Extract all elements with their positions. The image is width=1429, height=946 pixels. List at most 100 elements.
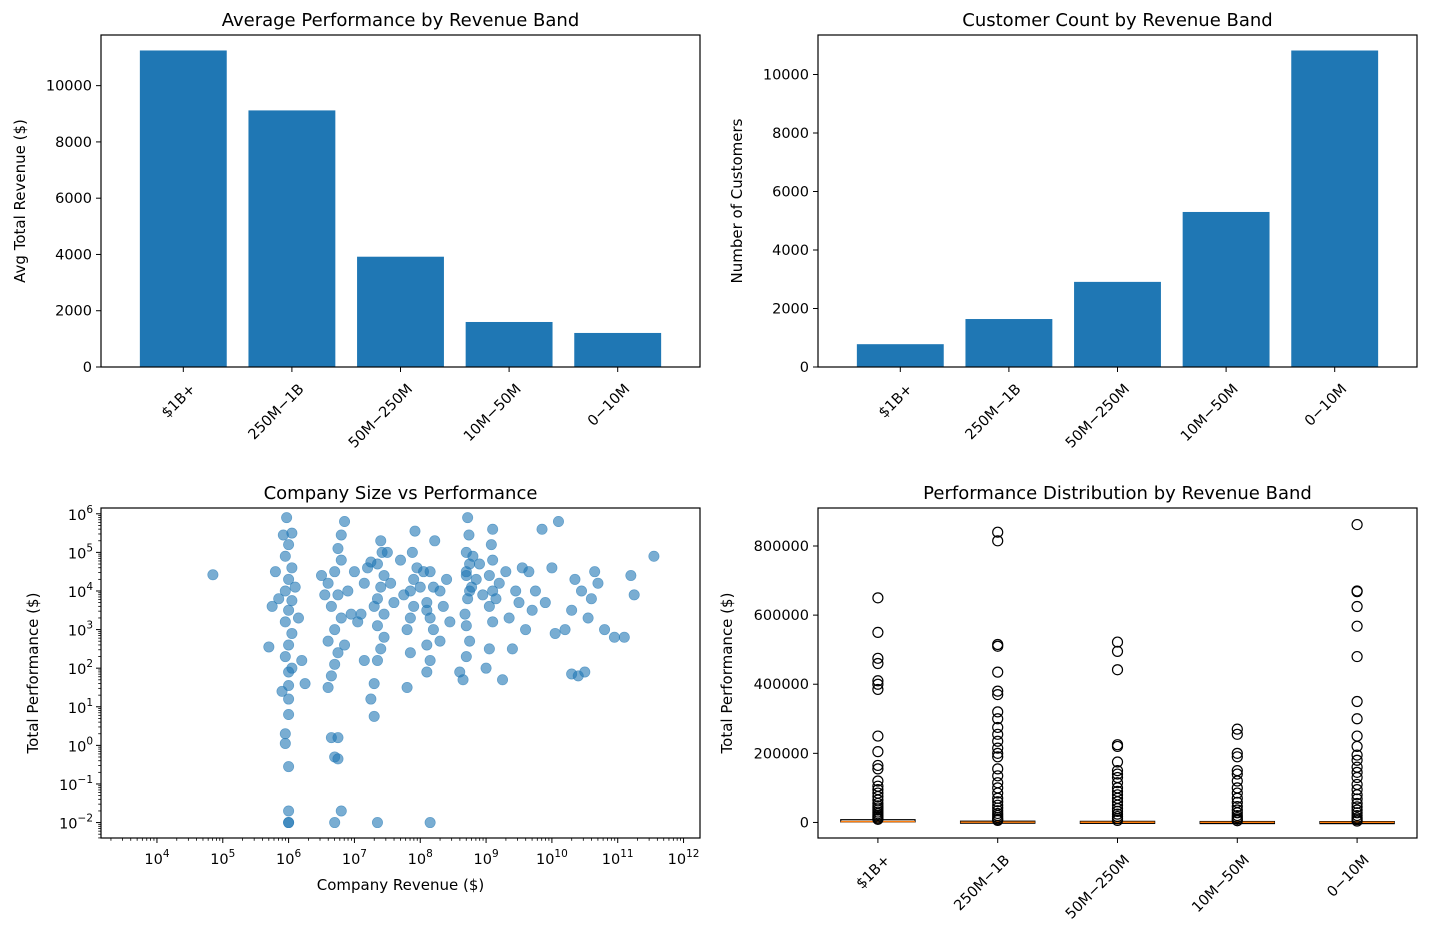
scatter-point — [342, 585, 354, 597]
outlier-point — [1351, 754, 1363, 766]
y-tick-label: 10000 — [763, 67, 809, 83]
scatter-point — [319, 589, 331, 601]
outlier-point — [1111, 636, 1124, 648]
scatter-point — [414, 581, 426, 593]
outlier-point — [992, 735, 1004, 747]
outlier-point — [1351, 600, 1363, 613]
scatter-point — [409, 525, 421, 537]
outlier-point — [992, 742, 1004, 754]
y-tick-label: 6000 — [772, 184, 809, 200]
scatter-point — [463, 529, 475, 541]
scatter-point — [408, 600, 420, 612]
x-tick-label: 0−10M — [585, 381, 633, 429]
scatter-point — [273, 593, 285, 605]
scatter-point — [283, 693, 295, 705]
outlier-point — [1111, 799, 1124, 811]
y-tick-label: 0 — [800, 815, 809, 831]
outlier-point — [1231, 800, 1243, 813]
scatter-point — [406, 546, 418, 558]
scatter-point — [385, 577, 397, 589]
scatter-point — [325, 670, 337, 682]
scatter-point — [286, 662, 298, 674]
y-tick-exponent: 0 — [86, 735, 93, 747]
scatter-point — [424, 566, 436, 578]
y-tick-label: 200000 — [754, 746, 809, 762]
outlier-point — [1231, 807, 1243, 819]
x-tick-label: 106 — [276, 848, 301, 868]
chart-title: Company Size vs Performance — [264, 483, 538, 504]
scatter-point — [339, 639, 351, 651]
scatter-point — [441, 573, 453, 585]
scatter-point — [335, 805, 347, 817]
bar — [1291, 50, 1379, 367]
x-tick-exponent: 4 — [163, 848, 170, 860]
scatter-point — [329, 817, 341, 829]
x-axis-label: Company Revenue ($) — [317, 876, 484, 894]
scatter-point — [625, 570, 637, 582]
scatter-point — [368, 678, 380, 690]
scatter-point — [322, 577, 334, 589]
bar — [139, 50, 227, 367]
scatter-point — [421, 666, 433, 678]
scatter-point — [371, 654, 383, 666]
outlier-point — [992, 770, 1004, 782]
x-tick-label: 108 — [408, 848, 433, 868]
scatter-point — [404, 585, 416, 597]
outlier-point — [1351, 797, 1363, 810]
scatter-point — [549, 627, 561, 639]
y-tick-base: 10 — [68, 585, 86, 601]
scatter-point — [371, 817, 383, 829]
x-tick-label: 10M−50M — [1178, 381, 1242, 445]
x-tick-label: 1011 — [602, 848, 634, 868]
outlier-point — [1351, 789, 1363, 801]
outlier-point — [872, 657, 884, 670]
outlier-point — [1111, 805, 1124, 817]
x-tick-label: 1012 — [668, 848, 700, 868]
y-tick-label: 2000 — [772, 301, 809, 317]
outlier-point — [992, 713, 1004, 725]
y-tick-label: 4000 — [772, 243, 809, 259]
y-tick-label: 600000 — [754, 608, 809, 624]
scatter-point — [289, 581, 301, 593]
bar — [357, 256, 444, 367]
outlier-point — [992, 535, 1004, 547]
x-tick-exponent: 6 — [294, 848, 301, 860]
y-tick-label: 400000 — [754, 677, 809, 693]
x-tick-label: 250M−1B — [246, 381, 308, 443]
scatter-point — [618, 631, 630, 643]
scatter-point — [279, 616, 291, 628]
scatter-point — [329, 566, 341, 578]
outlier-point — [1351, 771, 1363, 784]
x-tick-label: 10M−50M — [461, 381, 525, 445]
scatter-point — [286, 627, 298, 639]
scatter-point — [296, 654, 308, 666]
outlier-point — [1231, 728, 1243, 740]
outlier-point — [872, 730, 884, 742]
outlier-point — [1351, 695, 1363, 708]
size-vs-performance-chart: 104 105 106 107 108 109 1010 1011 101210−210−110… — [24, 483, 701, 894]
outlier-point — [992, 747, 1004, 759]
scatter-point — [283, 761, 295, 773]
bar — [1182, 211, 1270, 367]
scatter-point — [457, 674, 469, 686]
scatter-point — [358, 654, 370, 666]
outlier-point — [992, 763, 1004, 775]
x-tick-exponent: 11 — [620, 848, 633, 860]
scatter-point — [281, 512, 293, 524]
scatter-point — [559, 624, 571, 636]
x-tick-label: 250M−1B — [963, 381, 1025, 443]
outlier-point — [1231, 804, 1243, 816]
y-tick-exponent: −2 — [78, 813, 93, 825]
outlier-point — [1231, 723, 1243, 735]
scatter-point — [371, 593, 383, 605]
scatter-point — [283, 805, 295, 817]
scatter-point — [424, 654, 436, 666]
chart-title: Performance Distribution by Revenue Band — [923, 483, 1312, 504]
scatter-point — [628, 589, 640, 601]
scatter-point — [592, 577, 604, 589]
outlier-point — [992, 685, 1004, 697]
scatter-point — [467, 550, 479, 562]
scatter-point — [434, 635, 446, 647]
scatter-point — [576, 585, 588, 597]
outlier-point — [992, 688, 1004, 701]
